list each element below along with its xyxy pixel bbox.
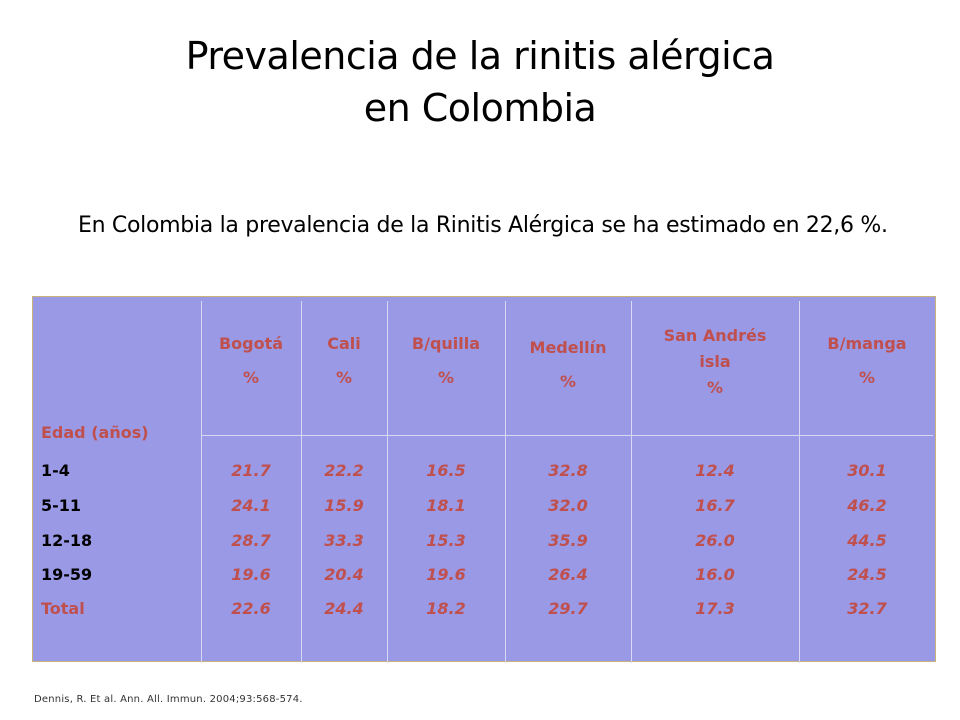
table-cell: 32.0 [548,496,588,515]
column-divider [631,301,632,663]
column-divider [799,301,800,663]
column-header-unit: % [242,368,260,387]
table-cell: 28.7 [231,531,271,550]
column-header-name: San Andrés isla [663,326,767,371]
citation: Dennis, R. Et al. Ann. All. Immun. 2004;… [34,694,303,705]
table-cell: 16.0 [695,565,735,584]
row-label: 19-59 [41,565,93,584]
column-header-unit: % [858,368,876,387]
table-cell: 22.2 [324,461,364,480]
column-divider [387,301,388,663]
column-header-name: B/quilla [411,334,481,353]
column-header-unit: % [335,368,353,387]
table-cell: 29.7 [548,599,588,618]
prevalence-table: Bogotá % Cali % B/quilla % Medellín % Sa… [32,296,936,663]
table-cell: 21.7 [231,461,271,480]
table-cell: 24.4 [324,599,364,618]
table-cell: 44.5 [847,531,887,550]
header-divider [201,435,933,436]
column-header-name: Cali [327,334,361,353]
table-cell: 22.6 [231,599,271,618]
table-cell: 24.1 [231,496,271,515]
row-label: 5-11 [41,496,82,515]
table-cell: 32.7 [847,599,887,618]
slide-title-line1: Prevalencia de la rinitis alérgica [185,34,775,78]
table-cell: 12.4 [695,461,735,480]
table-cell: 19.6 [231,565,271,584]
table-cell: 30.1 [847,461,887,480]
row-label: 1-4 [41,461,70,480]
column-header-cali: Cali % [301,327,387,395]
column-header-name: Medellín [529,338,607,357]
row-label: 12-18 [41,531,93,550]
table-cell: 16.7 [695,496,735,515]
table-cell: 32.8 [548,461,588,480]
column-divider [301,301,302,663]
slide-title-line2: en Colombia [363,86,597,130]
table-cell: 18.2 [426,599,466,618]
age-column-header: Edad (años) [41,423,149,442]
table-cell: 33.3 [324,531,364,550]
column-header-san-andres: San Andrés isla % [651,323,779,401]
column-header-name: B/manga [827,334,907,353]
intro-text: En Colombia la prevalencia de la Rinitis… [78,213,888,238]
column-divider [505,301,506,663]
table-cell: 20.4 [324,565,364,584]
column-header-name: Bogotá [218,334,284,353]
table-cell: 15.3 [426,531,466,550]
table-cell: 18.1 [426,496,466,515]
column-header-barranquilla: B/quilla % [387,327,505,395]
table-cell: 46.2 [847,496,887,515]
table-cell: 17.3 [695,599,735,618]
column-header-unit: % [706,378,724,397]
table-cell: 26.0 [695,531,735,550]
table-cell: 26.4 [548,565,588,584]
table-cell: 15.9 [324,496,364,515]
column-header-unit: % [559,372,577,391]
column-header-medellin: Medellín % [505,331,631,399]
row-label: Total [41,599,85,618]
column-header-bogota: Bogotá % [201,327,301,395]
table-cell: 19.6 [426,565,466,584]
table-cell: 24.5 [847,565,887,584]
column-header-bucaramanga: B/manga % [799,327,935,395]
table-cell: 35.9 [548,531,588,550]
column-divider [201,301,202,663]
slide-title: Prevalencia de la rinitis alérgica en Co… [0,30,960,134]
column-header-unit: % [437,368,455,387]
table-cell: 16.5 [426,461,466,480]
